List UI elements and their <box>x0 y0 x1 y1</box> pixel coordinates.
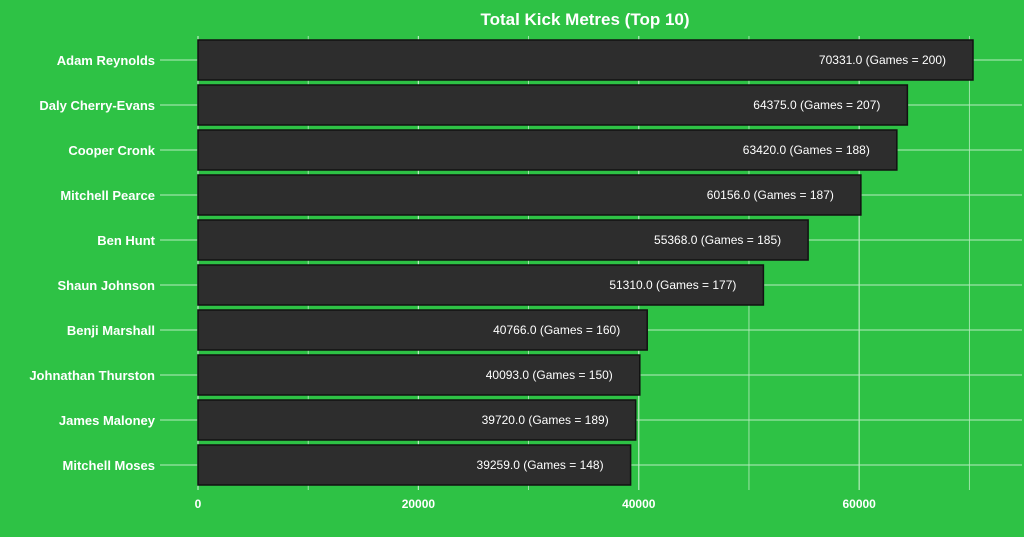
chart-title: Total Kick Metres (Top 10) <box>480 10 689 29</box>
data-label: 60156.0 (Games = 187) <box>707 188 834 202</box>
x-tick-label: 0 <box>195 497 202 511</box>
bar <box>197 264 765 306</box>
labels: Adam Reynolds 70331.0 (Games = 200) Daly C… <box>29 53 946 511</box>
data-label: 40093.0 (Games = 150) <box>486 368 613 382</box>
bar <box>197 309 648 351</box>
data-label: 70331.0 (Games = 200) <box>819 53 946 67</box>
data-label: 51310.0 (Games = 177) <box>609 278 736 292</box>
data-label: 40766.0 (Games = 160) <box>493 323 620 337</box>
category-label: Shaun Johnson <box>58 278 156 293</box>
category-label: Johnathan Thurston <box>29 368 155 383</box>
category-label: Adam Reynolds <box>57 53 155 68</box>
bar <box>197 39 974 81</box>
category-label: James Maloney <box>59 413 156 428</box>
bars <box>197 39 974 486</box>
bar <box>197 219 809 261</box>
bar <box>197 354 641 396</box>
data-label: 64375.0 (Games = 207) <box>753 98 880 112</box>
data-label: 39259.0 (Games = 148) <box>477 458 604 472</box>
bar <box>197 399 637 441</box>
category-label: Mitchell Pearce <box>60 188 155 203</box>
category-label: Ben Hunt <box>97 233 155 248</box>
bar <box>197 129 898 171</box>
x-tick-label: 40000 <box>622 497 656 511</box>
x-tick-label: 60000 <box>842 497 876 511</box>
bar <box>197 174 862 216</box>
x-tick-label: 20000 <box>402 497 436 511</box>
category-label: Mitchell Moses <box>63 458 155 473</box>
category-label: Daly Cherry-Evans <box>39 98 155 113</box>
data-label: 39720.0 (Games = 189) <box>482 413 609 427</box>
category-label: Benji Marshall <box>67 323 155 338</box>
category-label: Cooper Cronk <box>68 143 155 158</box>
bar <box>197 444 632 486</box>
data-label: 63420.0 (Games = 188) <box>743 143 870 157</box>
bar <box>197 84 909 126</box>
data-label: 55368.0 (Games = 185) <box>654 233 781 247</box>
